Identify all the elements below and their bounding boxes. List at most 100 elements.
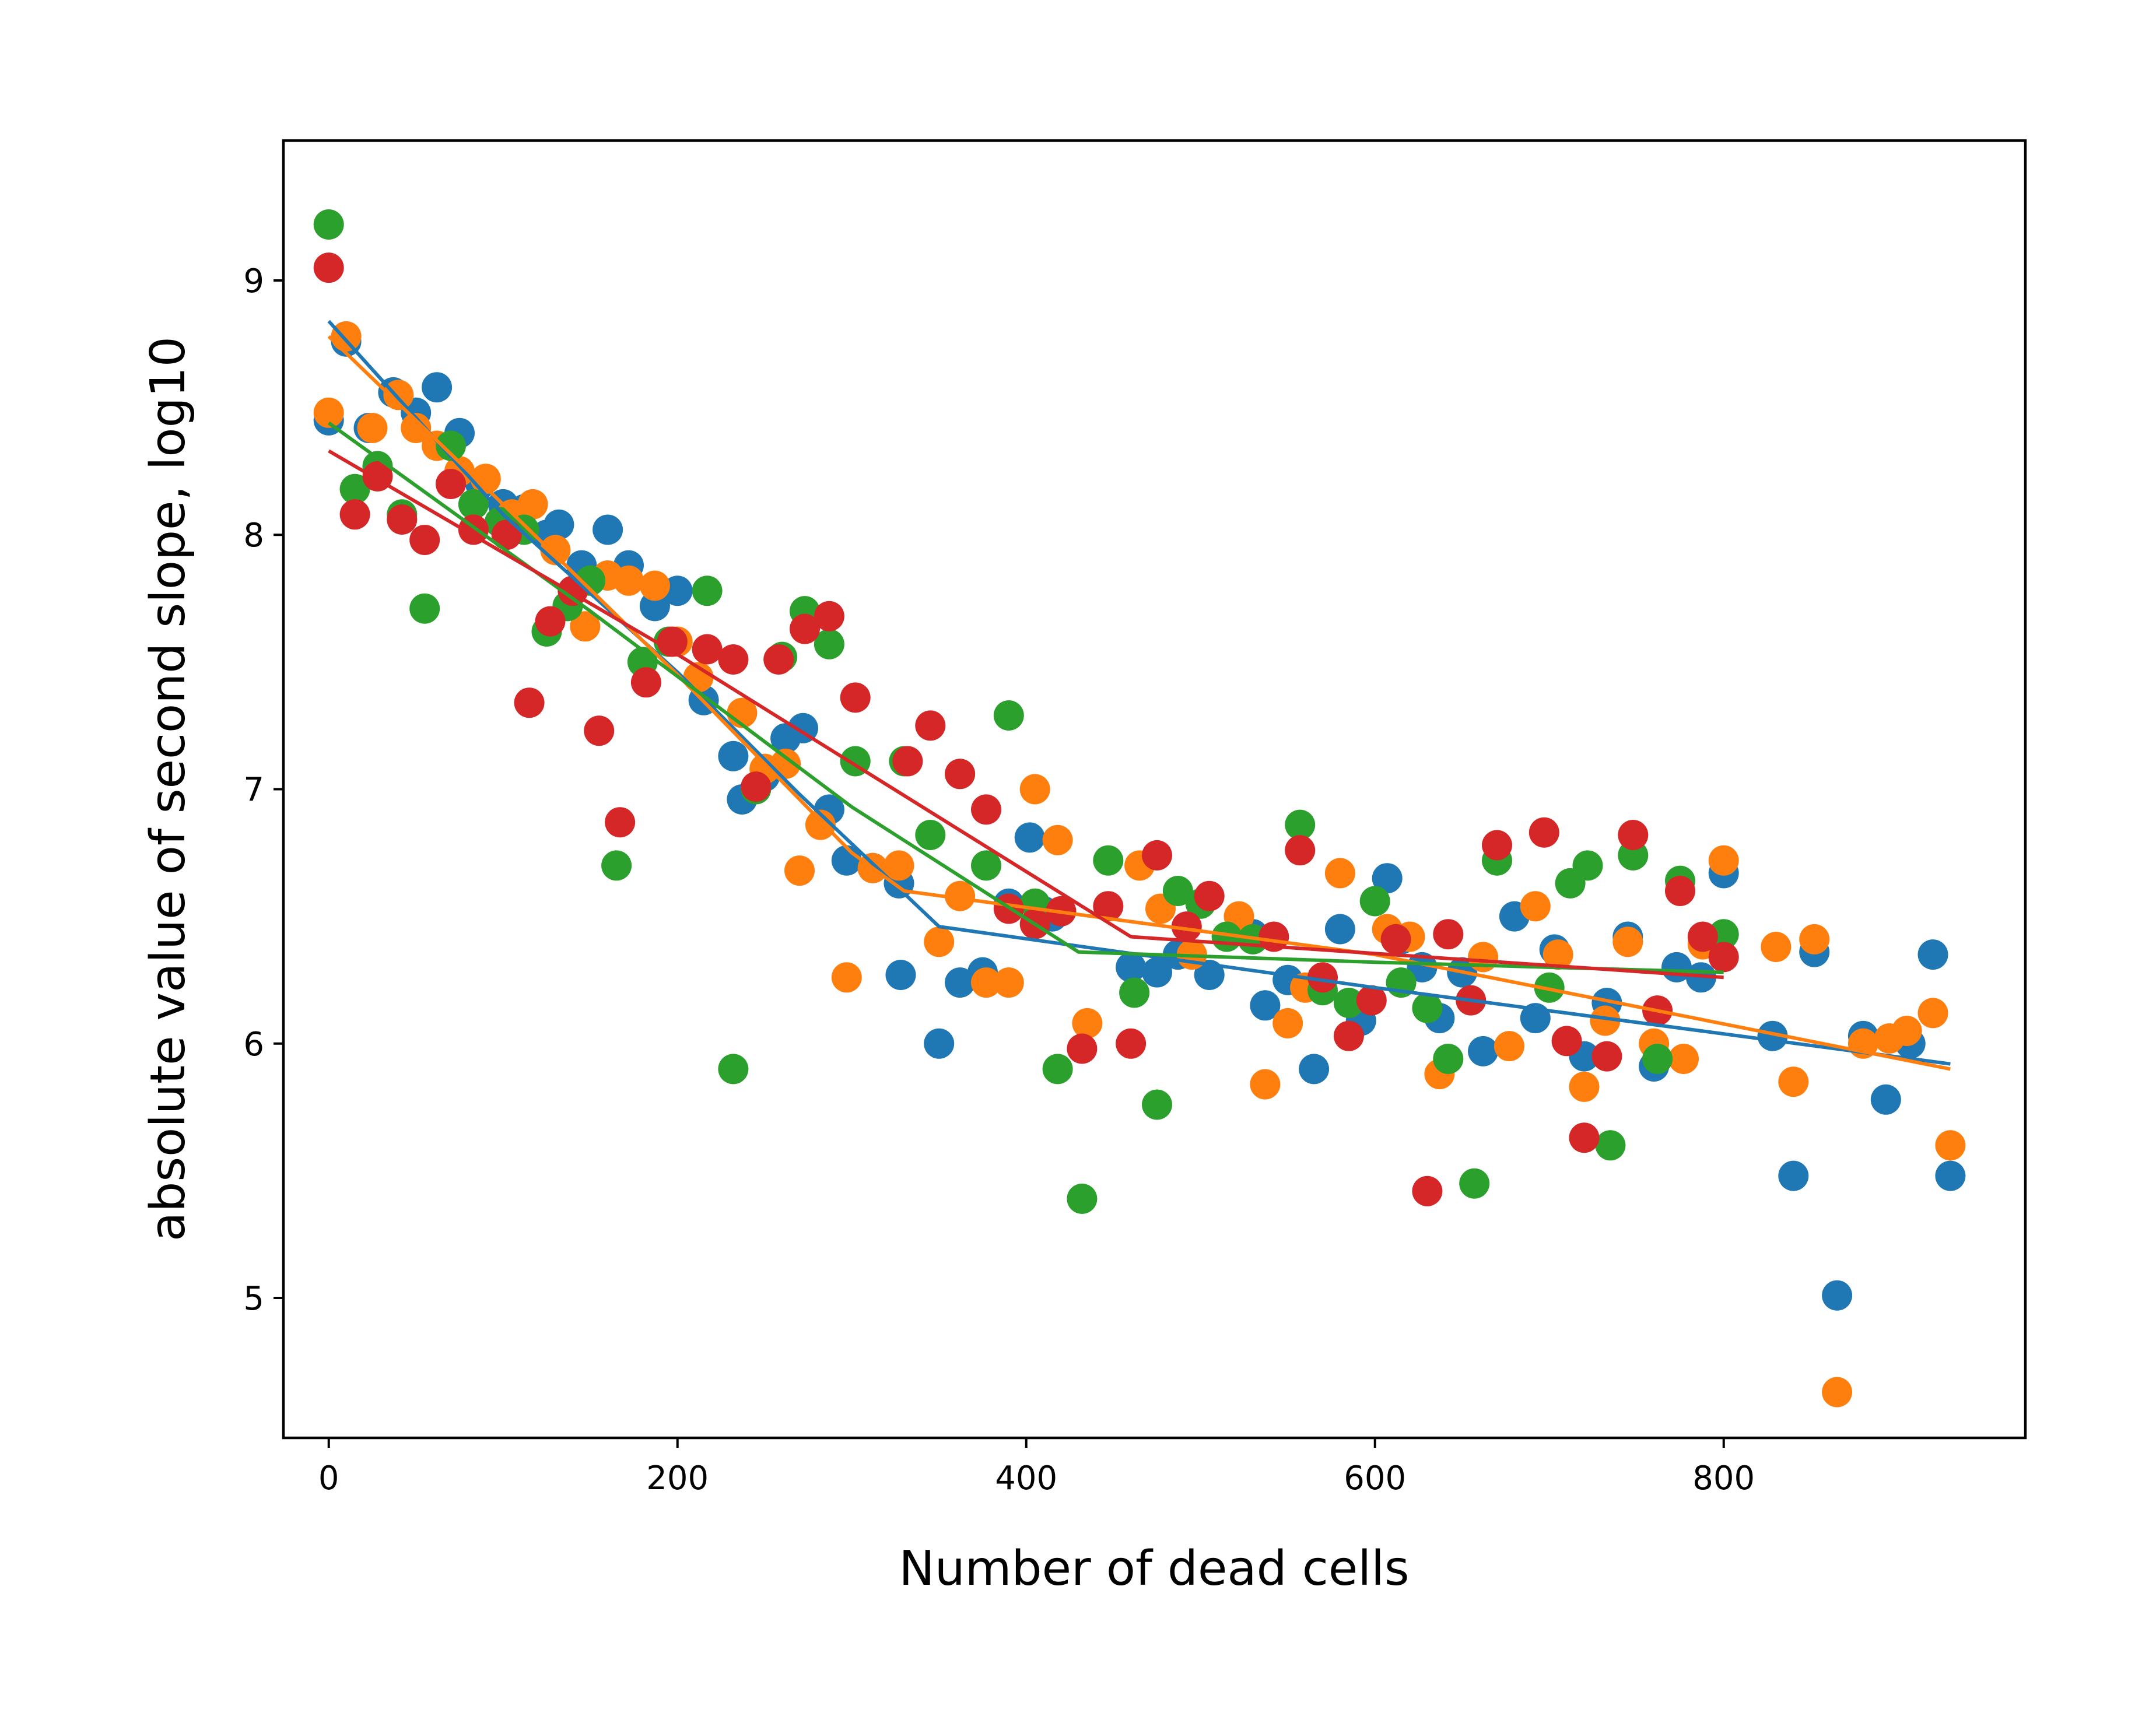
data-point (1468, 942, 1499, 973)
data-point (593, 514, 623, 545)
data-point (639, 570, 670, 601)
data-point (331, 321, 362, 352)
data-point (1665, 876, 1695, 906)
data-point (1433, 1044, 1464, 1074)
x-axis-label: Number of dead cells (899, 1541, 1409, 1596)
data-point (1590, 1005, 1621, 1036)
data-point (763, 644, 794, 675)
data-point (1119, 977, 1150, 1008)
data-point (339, 473, 370, 504)
data-point (657, 626, 688, 657)
data-point (422, 372, 453, 403)
data-point (945, 759, 976, 789)
data-point (784, 855, 815, 886)
data-point (1870, 1084, 1901, 1115)
data-point (1250, 1069, 1281, 1100)
data-point (1482, 830, 1512, 861)
data-point (584, 715, 615, 746)
data-point (1042, 824, 1073, 855)
data-point (1917, 998, 1948, 1029)
data-point (409, 525, 440, 555)
plot-area (313, 209, 1966, 1408)
series-3-points (313, 252, 1739, 1206)
data-point (840, 682, 871, 713)
data-point (1307, 962, 1338, 993)
data-point (1433, 919, 1464, 950)
data-point (436, 430, 466, 461)
data-point (544, 509, 574, 540)
data-point (1612, 927, 1643, 957)
data-point (1067, 1183, 1098, 1214)
data-point (1356, 985, 1387, 1016)
data-point (718, 644, 749, 675)
data-point (1757, 1020, 1788, 1051)
data-point (924, 927, 955, 957)
data-point (1285, 809, 1316, 840)
data-point (1093, 845, 1124, 876)
data-point (1935, 1130, 1966, 1161)
data-point (1324, 914, 1355, 945)
data-point (1299, 1054, 1330, 1085)
data-point (1520, 891, 1551, 922)
data-point (1194, 960, 1225, 990)
data-point (790, 613, 820, 644)
data-point (491, 520, 522, 550)
data-point (945, 880, 976, 911)
data-point (885, 960, 916, 990)
data-point (1194, 880, 1225, 911)
data-point (1142, 840, 1172, 871)
x-tick-label: 200 (646, 1459, 709, 1497)
x-tick-label: 800 (1692, 1459, 1755, 1497)
data-point (692, 576, 723, 606)
data-point (1891, 1016, 1922, 1046)
data-point (1668, 1044, 1699, 1074)
data-point (915, 710, 946, 741)
data-point (1822, 1377, 1853, 1408)
data-point (313, 397, 344, 428)
y-tick-label: 5 (243, 1280, 264, 1318)
data-point (535, 606, 566, 637)
data-point (1162, 876, 1193, 906)
data-point (1542, 939, 1573, 970)
data-point (570, 611, 601, 642)
data-point (1778, 1066, 1809, 1097)
data-point (1494, 1031, 1524, 1062)
data-point (741, 771, 772, 802)
data-point (1569, 1122, 1600, 1153)
data-point (718, 1054, 749, 1085)
data-point (1595, 1130, 1626, 1161)
data-point (1468, 1036, 1499, 1066)
data-point (1324, 858, 1355, 889)
data-point (1372, 863, 1403, 894)
data-point (1778, 1160, 1809, 1191)
x-tick-label: 0 (318, 1459, 339, 1497)
series-0-fit-line (327, 320, 1951, 1066)
data-point (1822, 1280, 1853, 1311)
data-point (1380, 924, 1411, 955)
data-point (945, 967, 976, 998)
data-point (1551, 1026, 1582, 1057)
data-point (692, 634, 723, 665)
data-point (1019, 774, 1050, 805)
data-point (630, 667, 661, 698)
data-point (1572, 850, 1603, 881)
data-point (1093, 891, 1124, 922)
data-point (1708, 845, 1739, 876)
ticks: 0 200 400 600 800 5 6 7 8 9 (243, 262, 1755, 1497)
data-point (1333, 988, 1364, 1018)
data-point (1412, 1175, 1443, 1206)
data-point (514, 687, 545, 718)
data-point (1272, 1008, 1303, 1038)
series-3-fit-line (328, 449, 1724, 980)
data-point (436, 469, 466, 499)
data-point (884, 850, 914, 881)
data-point (383, 380, 414, 410)
data-point (313, 252, 344, 283)
data-point (814, 601, 844, 631)
data-point (401, 413, 432, 443)
data-point (1529, 817, 1559, 848)
data-point (1407, 952, 1438, 982)
y-tick-label: 8 (243, 517, 264, 555)
data-point (662, 576, 693, 606)
